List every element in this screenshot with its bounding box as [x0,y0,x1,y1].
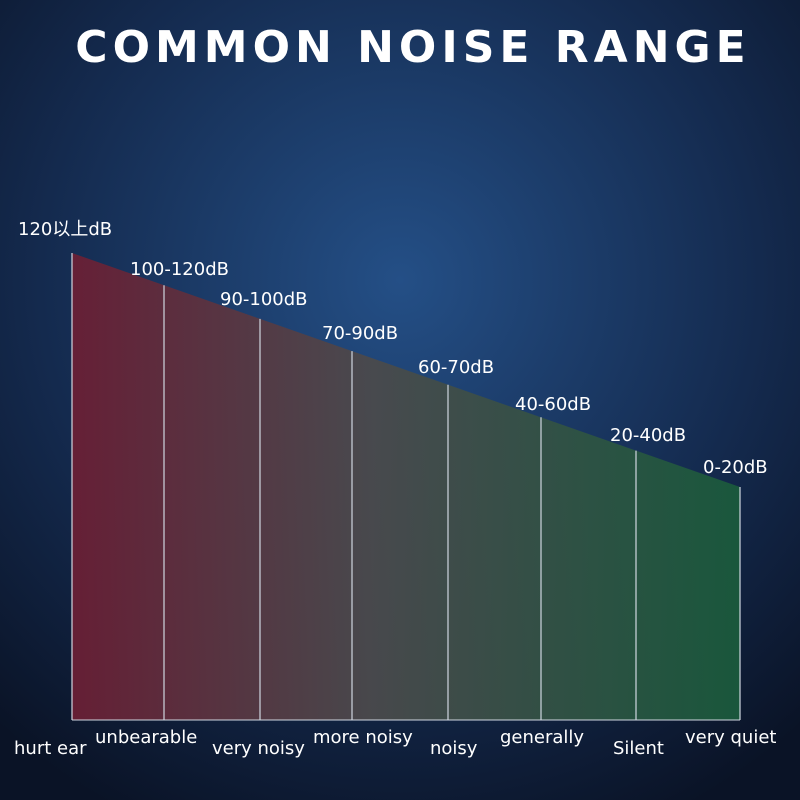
description-label: very noisy [212,738,305,759]
description-label: noisy [430,738,478,759]
description-label: unbearable [95,727,197,748]
description-label: generally [500,727,584,748]
description-label: Silent [613,738,664,759]
title: COMMON NOISE RANGE [75,22,750,73]
range-label: 20-40dB [610,425,686,446]
range-label: 100-120dB [130,259,229,280]
range-label: 70-90dB [322,323,398,344]
description-label: hurt ear [14,738,87,759]
description-label: very quiet [685,727,776,748]
range-label: 60-70dB [418,357,494,378]
range-label: 0-20dB [703,457,768,478]
range-label: 40-60dB [515,394,591,415]
range-label: 90-100dB [220,289,308,310]
noise-band [72,253,740,720]
range-label: 120以上dB [18,219,112,240]
description-label: more noisy [313,727,413,748]
